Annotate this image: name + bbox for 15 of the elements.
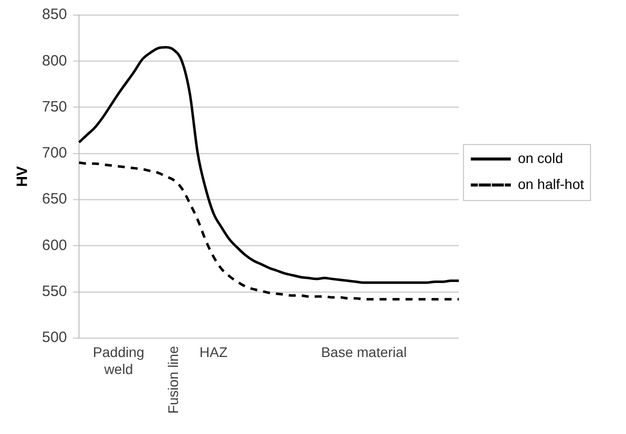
legend-label: on half-hot xyxy=(518,176,584,192)
y-tick-label: 650 xyxy=(42,190,68,208)
y-tick-label: 500 xyxy=(42,329,68,346)
y-tick-label: 750 xyxy=(42,98,68,116)
y-tick-label: 550 xyxy=(42,283,68,300)
y-tick-label: 800 xyxy=(42,52,68,70)
x-tick-label: Fusion line xyxy=(164,346,181,414)
legend-label: on cold xyxy=(518,150,563,166)
x-tick-label: Base material xyxy=(321,344,407,360)
y-tick-label: 850 xyxy=(42,6,68,24)
x-tick-label: HAZ xyxy=(200,344,228,360)
x-tick-label: Padding weld xyxy=(92,344,144,377)
y-axis-title: HV xyxy=(14,166,32,187)
y-tick-label: 700 xyxy=(42,144,68,162)
y-tick-label: 600 xyxy=(42,236,68,254)
